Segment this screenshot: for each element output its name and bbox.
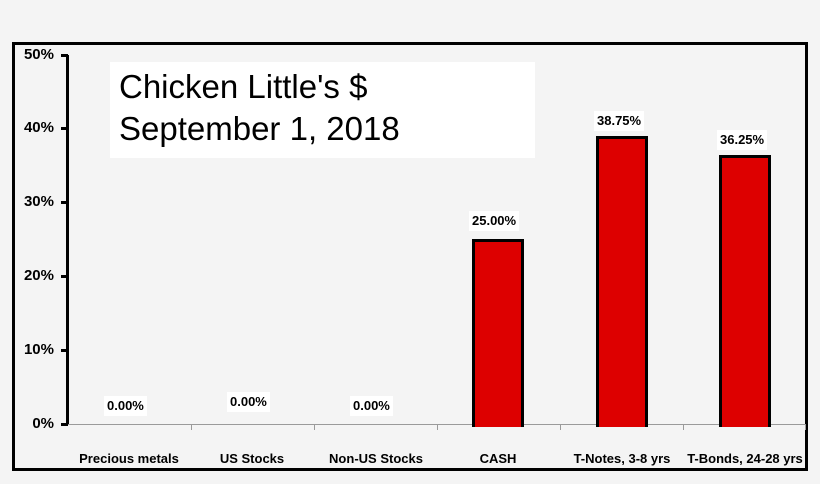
- y-tick-label: 20%: [23, 267, 54, 284]
- x-tick: [437, 424, 438, 430]
- x-category-label: US Stocks: [219, 451, 285, 466]
- x-tick: [560, 424, 561, 430]
- y-tick-label: 30%: [23, 193, 54, 210]
- y-tick-20: [61, 275, 68, 278]
- chart-title-box: Chicken Little's $ September 1, 2018: [110, 62, 535, 158]
- x-category-label: Non-US Stocks: [329, 451, 423, 466]
- y-tick-10: [61, 349, 68, 352]
- chart-title-line-2: September 1, 2018: [119, 110, 400, 147]
- x-category-label: T-Notes, 3-8 yrs: [573, 451, 671, 466]
- y-tick-40: [61, 127, 68, 130]
- bar-t-notes: [596, 136, 648, 427]
- value-label-t-notes: 38.75%: [594, 111, 645, 131]
- value-label-us-stocks: 0.00%: [227, 392, 270, 412]
- value-label-non-us-stocks: 0.00%: [350, 396, 393, 416]
- x-category-label: Precious metals: [79, 451, 179, 466]
- chart-title-line-1: Chicken Little's $: [119, 68, 368, 105]
- y-tick-0: [61, 423, 68, 426]
- bar-cash: [472, 239, 524, 427]
- x-tick: [314, 424, 315, 430]
- y-tick-label: 0%: [32, 415, 54, 432]
- bar-t-bonds: [719, 155, 771, 427]
- y-tick-label: 50%: [23, 46, 54, 63]
- x-tick: [805, 424, 806, 430]
- y-tick-label: 40%: [23, 119, 54, 136]
- x-category-label: T-Bonds, 24-28 yrs: [687, 451, 803, 466]
- x-tick: [191, 424, 192, 430]
- x-tick: [683, 424, 684, 430]
- value-label-t-bonds: 36.25%: [717, 130, 768, 150]
- chart-frame: [12, 42, 808, 471]
- y-tick-50: [61, 54, 68, 57]
- y-tick-label: 10%: [23, 341, 54, 358]
- value-label-cash: 25.00%: [469, 211, 520, 231]
- y-tick-30: [61, 201, 68, 204]
- value-label-precious-metals: 0.00%: [104, 396, 147, 416]
- y-axis: [66, 55, 69, 424]
- x-category-label: CASH: [479, 451, 517, 466]
